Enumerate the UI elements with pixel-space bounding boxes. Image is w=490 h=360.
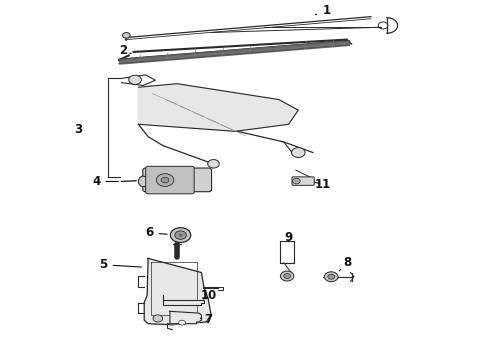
Circle shape bbox=[122, 32, 130, 38]
Circle shape bbox=[324, 272, 338, 282]
Polygon shape bbox=[170, 311, 201, 324]
Circle shape bbox=[280, 271, 294, 281]
Polygon shape bbox=[138, 84, 298, 131]
Circle shape bbox=[175, 231, 186, 239]
Text: 9: 9 bbox=[285, 231, 293, 244]
FancyBboxPatch shape bbox=[292, 177, 314, 185]
Circle shape bbox=[293, 178, 300, 184]
Circle shape bbox=[328, 274, 335, 279]
Text: 2: 2 bbox=[119, 44, 131, 57]
Circle shape bbox=[156, 174, 174, 186]
FancyBboxPatch shape bbox=[146, 166, 194, 194]
Polygon shape bbox=[163, 296, 204, 305]
Text: 11: 11 bbox=[315, 178, 331, 191]
Circle shape bbox=[284, 274, 291, 279]
Circle shape bbox=[179, 234, 182, 237]
Circle shape bbox=[208, 159, 220, 168]
Polygon shape bbox=[144, 258, 211, 325]
Circle shape bbox=[153, 315, 163, 322]
Circle shape bbox=[161, 177, 169, 183]
Circle shape bbox=[129, 75, 141, 84]
Circle shape bbox=[292, 148, 305, 157]
Text: 8: 8 bbox=[340, 256, 352, 271]
Text: 3: 3 bbox=[74, 123, 82, 136]
Text: 5: 5 bbox=[99, 258, 142, 271]
Text: 10: 10 bbox=[200, 289, 217, 302]
FancyBboxPatch shape bbox=[143, 168, 212, 192]
Ellipse shape bbox=[138, 176, 148, 187]
Text: 1: 1 bbox=[316, 4, 330, 17]
Circle shape bbox=[171, 228, 191, 243]
Circle shape bbox=[179, 320, 185, 325]
Text: 7: 7 bbox=[200, 312, 213, 325]
Text: 4: 4 bbox=[92, 175, 119, 188]
Text: 6: 6 bbox=[146, 226, 167, 239]
